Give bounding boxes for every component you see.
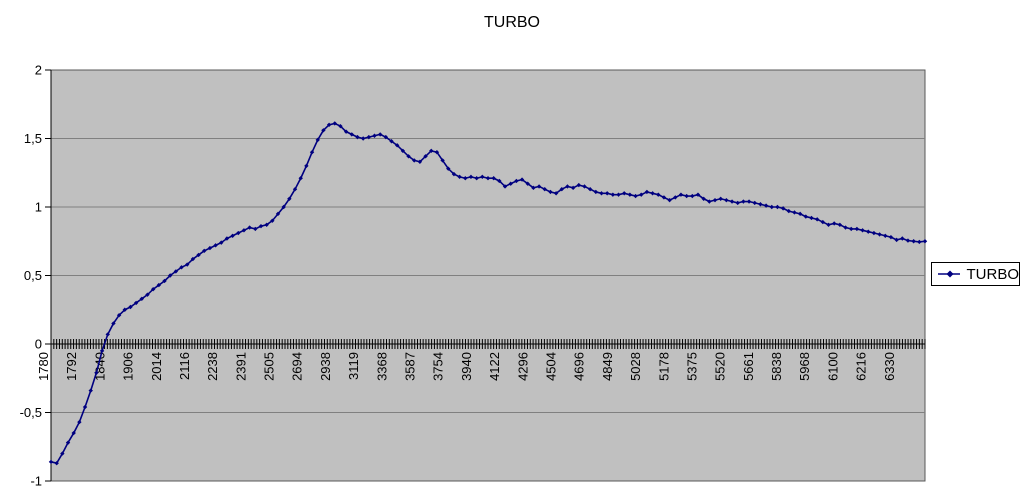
x-tick-label: 5838	[769, 352, 784, 381]
y-tick-label: -0,5	[20, 405, 42, 420]
x-tick-label: 3119	[346, 352, 361, 380]
x-tick-label: 4122	[487, 352, 502, 381]
x-tick-label: 4849	[600, 352, 615, 381]
y-tick-label: 1,5	[24, 131, 42, 146]
x-tick-label: 2938	[318, 352, 333, 381]
x-tick-label: 4504	[544, 352, 559, 381]
x-tick-label: 5661	[741, 352, 756, 381]
x-tick-label: 5968	[797, 352, 812, 381]
x-tick-label: 2505	[262, 352, 277, 381]
y-tick-label: 0,5	[24, 268, 42, 283]
x-tick-label: 5520	[713, 352, 728, 381]
x-tick-label: 2014	[149, 352, 164, 381]
x-tick-label: 1906	[121, 352, 136, 381]
legend-label: TURBO	[966, 265, 1020, 283]
y-tick-label: 1	[35, 200, 42, 215]
x-tick-label: 1792	[64, 352, 79, 381]
x-tick-label: 4296	[515, 352, 530, 381]
x-tick-label: 5178	[656, 352, 671, 381]
x-tick-label: 2391	[233, 352, 248, 381]
x-tick-label: 3587	[403, 352, 418, 381]
x-tick-label: 1780	[36, 352, 51, 381]
x-tick-label: 2238	[205, 352, 220, 381]
chart-title: TURBO	[484, 14, 540, 31]
x-tick-label: 3940	[459, 352, 474, 381]
x-tick-label: 6216	[854, 352, 869, 381]
x-axis-tick-band	[50, 339, 926, 349]
y-tick-label: -1	[30, 474, 42, 489]
x-tick-label: 5028	[628, 352, 643, 381]
x-tick-label: 6330	[882, 352, 897, 381]
x-tick-label: 3754	[431, 352, 446, 381]
y-tick-label: 2	[35, 63, 42, 78]
x-tick-label: 4696	[572, 352, 587, 381]
legend[interactable]: TURBO	[931, 262, 1020, 286]
x-tick-label: 2694	[290, 352, 305, 381]
x-tick-label: 5375	[685, 352, 700, 381]
x-tick-label: 3368	[374, 352, 389, 381]
legend-line-marker-icon	[938, 270, 960, 278]
y-tick-label: 0	[35, 337, 42, 352]
x-tick-label: 6100	[825, 352, 840, 381]
x-tick-label: 2116	[177, 352, 192, 380]
